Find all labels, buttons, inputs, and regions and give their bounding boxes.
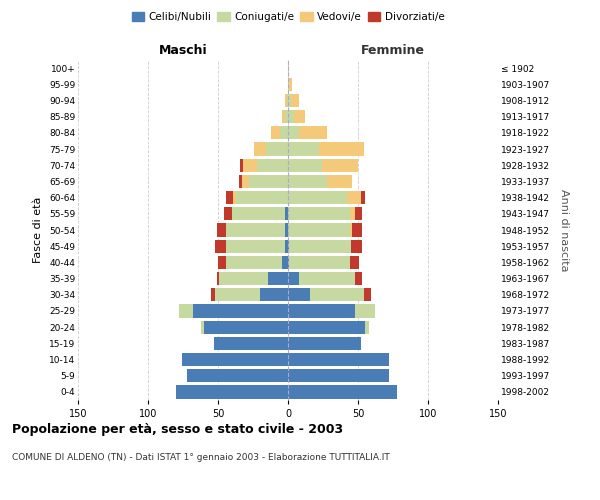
Y-axis label: Anni di nascita: Anni di nascita <box>559 188 569 271</box>
Bar <box>299 126 327 140</box>
Bar <box>293 110 305 124</box>
Bar <box>187 369 288 382</box>
Bar <box>288 304 355 318</box>
Bar <box>224 207 232 220</box>
Bar <box>288 369 389 382</box>
Bar <box>226 224 285 236</box>
Bar <box>226 240 285 253</box>
Bar <box>271 126 280 140</box>
Bar <box>217 224 226 236</box>
Bar <box>288 353 389 366</box>
Bar <box>319 142 364 156</box>
Bar <box>289 78 292 91</box>
Bar <box>299 272 355 285</box>
Bar <box>215 240 226 253</box>
Bar <box>364 288 371 302</box>
Bar <box>322 158 358 172</box>
Bar <box>350 207 355 220</box>
Text: COMUNE DI ALDENO (TN) - Dati ISTAT 1° gennaio 2003 - Elaborazione TUTTITALIA.IT: COMUNE DI ALDENO (TN) - Dati ISTAT 1° ge… <box>12 452 390 462</box>
Bar <box>226 191 233 204</box>
Bar <box>218 256 226 269</box>
Bar <box>288 191 347 204</box>
Bar <box>236 191 288 204</box>
Bar <box>285 207 288 220</box>
Bar <box>355 304 375 318</box>
Bar <box>242 175 249 188</box>
Text: Maschi: Maschi <box>158 44 208 57</box>
Bar <box>355 207 362 220</box>
Bar <box>241 158 243 172</box>
Bar <box>266 142 288 156</box>
Bar <box>350 256 359 269</box>
Text: Femmine: Femmine <box>361 44 425 57</box>
Bar <box>288 320 365 334</box>
Bar <box>289 240 351 253</box>
Y-axis label: Fasce di età: Fasce di età <box>34 197 43 263</box>
Bar <box>288 386 397 398</box>
Legend: Celibi/Nubili, Coniugati/e, Vedovi/e, Divorziati/e: Celibi/Nubili, Coniugati/e, Vedovi/e, Di… <box>127 8 449 26</box>
Bar <box>288 175 327 188</box>
Bar <box>204 320 288 334</box>
Bar <box>288 94 291 107</box>
Bar <box>217 272 220 285</box>
Bar <box>214 336 288 350</box>
Bar <box>260 288 288 302</box>
Bar <box>288 224 350 236</box>
Bar <box>288 158 322 172</box>
Bar <box>351 240 362 253</box>
Bar <box>211 288 215 302</box>
Bar <box>268 272 288 285</box>
Bar <box>280 126 288 140</box>
Bar <box>327 175 352 188</box>
Bar <box>243 158 257 172</box>
Bar <box>285 224 288 236</box>
Bar <box>288 207 350 220</box>
Bar <box>288 62 289 74</box>
Bar <box>288 78 289 91</box>
Bar <box>182 353 288 366</box>
Bar <box>361 191 365 204</box>
Bar <box>310 288 364 302</box>
Bar <box>288 336 361 350</box>
Bar <box>285 240 288 253</box>
Bar <box>249 175 288 188</box>
Bar <box>288 256 289 269</box>
Bar <box>350 224 352 236</box>
Bar <box>288 142 319 156</box>
Bar <box>283 110 285 124</box>
Bar <box>288 126 299 140</box>
Bar <box>285 94 287 107</box>
Bar <box>365 320 369 334</box>
Bar <box>239 175 242 188</box>
Bar <box>288 110 293 124</box>
Bar <box>285 110 288 124</box>
Bar <box>355 272 362 285</box>
Bar <box>288 272 299 285</box>
Bar <box>179 304 193 318</box>
Bar <box>289 256 350 269</box>
Bar <box>288 240 289 253</box>
Bar <box>257 158 288 172</box>
Bar <box>233 191 236 204</box>
Bar <box>232 207 285 220</box>
Bar <box>193 304 288 318</box>
Bar <box>220 272 268 285</box>
Bar <box>215 288 260 302</box>
Bar <box>283 256 288 269</box>
Bar <box>288 288 310 302</box>
Bar <box>352 224 362 236</box>
Bar <box>287 94 288 107</box>
Bar <box>176 386 288 398</box>
Bar <box>201 320 204 334</box>
Bar <box>254 142 266 156</box>
Bar <box>347 191 361 204</box>
Bar <box>291 94 299 107</box>
Bar <box>226 256 283 269</box>
Text: Popolazione per età, sesso e stato civile - 2003: Popolazione per età, sesso e stato civil… <box>12 422 343 436</box>
